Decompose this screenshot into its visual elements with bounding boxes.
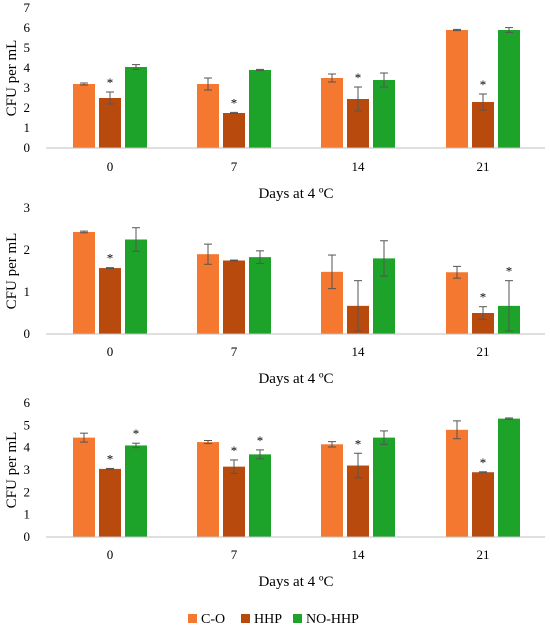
significance-marker: * [257,433,264,448]
bar [197,254,219,334]
y-tick-label: 6 [24,20,31,35]
x-tick-label: 7 [231,344,238,359]
bar [446,429,468,537]
bar [373,437,395,537]
bar [73,437,95,537]
significance-marker: * [133,426,140,441]
legend-label-hhp: HHP [254,612,282,627]
significance-marker: * [355,70,362,85]
bar [223,466,245,537]
y-tick-label: 3 [24,200,31,215]
bar [373,80,395,148]
legend-swatch-hhp [241,614,250,623]
y-tick-label: 4 [24,60,31,75]
y-tick-label: 3 [24,462,31,477]
bar [321,444,343,537]
legend: C-O HHP NO-HHP [188,612,359,627]
significance-marker: * [231,443,238,458]
bar [99,98,121,148]
bar [347,99,369,148]
significance-marker: * [480,455,487,470]
bar [197,84,219,148]
bar [73,84,95,148]
legend-label-no-hhp: NO-HHP [306,612,359,627]
y-tick-label: 5 [24,417,31,432]
x-tick-label: 21 [477,344,490,359]
bar [472,102,494,148]
bar [99,268,121,334]
bar [223,113,245,148]
x-tick-label: 21 [477,547,490,562]
x-axis-label: Days at 4 ºC [258,574,333,590]
x-axis-label: Days at 4 ºC [258,371,333,387]
chart-panel-1: 0 1 2 3 4 5 6 7 CFU per mL * * * * 0 7 14 21 Days at 4 ºC [4,0,545,202]
bar [249,70,271,148]
bar [446,272,468,334]
bar [125,445,147,537]
y-axis-label: CFU per mL [4,40,20,117]
bar [498,418,520,537]
bar [446,30,468,148]
x-tick-label: 21 [477,159,490,174]
y-axis-label: CFU per mL [4,233,20,310]
legend-swatch-no-hhp [293,614,302,623]
significance-marker: * [506,264,513,279]
y-tick-label: 0 [24,529,31,544]
y-tick-label: 4 [24,440,31,455]
legend-swatch-c-o [188,614,197,623]
y-axis-label: CFU per mL [4,432,20,509]
y-tick-label: 5 [24,40,31,55]
y-tick-label: 0 [24,140,31,155]
y-tick-label: 2 [24,100,31,115]
bar [321,271,343,334]
significance-marker: * [107,75,114,90]
bar [249,454,271,537]
significance-marker: * [107,251,114,266]
bar [223,260,245,334]
x-tick-label: 14 [352,547,366,562]
x-axis-label: Days at 4 ºC [258,186,333,202]
bar [249,257,271,334]
y-tick-label: 0 [24,326,31,341]
y-tick-label: 7 [24,0,31,15]
x-tick-label: 0 [107,547,114,562]
x-tick-label: 0 [107,344,114,359]
bar [373,258,395,334]
x-tick-label: 7 [231,159,238,174]
x-tick-label: 7 [231,547,238,562]
bar [472,472,494,537]
x-tick-label: 14 [352,159,366,174]
bar [125,67,147,148]
bar [73,231,95,334]
bar [99,468,121,537]
chart-panel-3: 0 1 2 3 4 5 6 CFU per mL * * * * * * 0 7 14 21 Days at 4 º… [4,395,545,590]
significance-marker: * [480,77,487,92]
bar [125,239,147,334]
y-tick-label: 2 [24,242,31,257]
y-tick-label: 6 [24,395,31,410]
bar [321,78,343,148]
x-tick-label: 0 [107,159,114,174]
bar [347,465,369,537]
bar [197,442,219,537]
y-tick-label: 2 [24,484,31,499]
y-tick-label: 1 [24,507,31,522]
legend-label-c-o: C-O [201,612,225,627]
significance-marker: * [355,436,362,451]
bar [472,313,494,334]
x-tick-label: 14 [352,344,366,359]
chart-panel-2: 0 1 2 3 CFU per mL * * * 0 7 14 21 Days at 4 ºC [4,200,545,387]
significance-marker: * [107,451,114,466]
significance-marker: * [480,290,487,305]
bar [498,30,520,148]
y-tick-label: 1 [24,120,31,135]
y-tick-label: 1 [24,284,31,299]
significance-marker: * [231,95,238,110]
y-tick-label: 3 [24,80,31,95]
